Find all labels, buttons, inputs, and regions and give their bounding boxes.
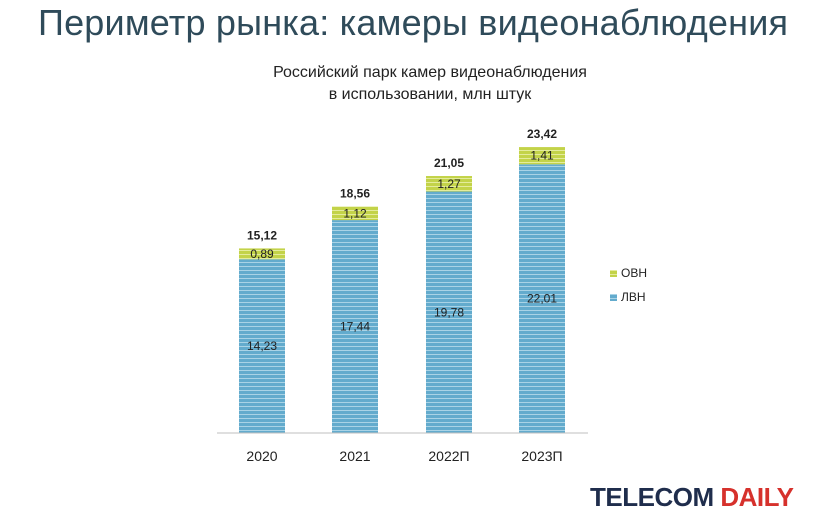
x-tick-label-2020: 2020 <box>246 448 277 464</box>
total-label-2021: 18,56 <box>340 186 370 200</box>
legend-label-ovn: ОВН <box>621 266 647 280</box>
x-tick-label-2021: 2021 <box>339 448 370 464</box>
bar-lvn-2020 <box>239 259 285 433</box>
chart-title-line-1: Российский парк камер видеонаблюдения <box>273 64 587 81</box>
chart-title: Российский парк камер видеонаблюдения в … <box>200 62 660 106</box>
x-tick-label-2023П: 2023П <box>521 448 562 464</box>
bar-ovn-2021 <box>332 206 378 221</box>
bar-ovn-2020 <box>239 248 285 260</box>
x-tick-label-2022П: 2022П <box>428 448 469 464</box>
legend-label-lvn: ЛВН <box>621 290 646 304</box>
page-title: Периметр рынка: камеры видеонаблюдения <box>38 2 789 43</box>
bar-lvn-2022П <box>426 191 472 433</box>
telecom-daily-logo: TELECOM DAILY <box>590 482 794 513</box>
data-label-lvn-2021: 17,44 <box>340 320 370 334</box>
bar-ovn-2023П <box>519 147 565 165</box>
data-label-lvn-2020: 14,23 <box>247 339 277 353</box>
data-label-lvn-2023П: 22,01 <box>527 292 557 306</box>
bar-lvn-2021 <box>332 220 378 433</box>
legend-swatch-ovn <box>610 270 617 277</box>
brand-part-telecom: TELECOM <box>590 482 714 512</box>
data-label-ovn-2020: 0,89 <box>250 247 274 261</box>
data-label-ovn-2021: 1,12 <box>343 206 367 220</box>
data-label-lvn-2022П: 19,78 <box>434 305 464 319</box>
chart-title-line-2: в использовании, млн штук <box>328 86 532 103</box>
data-label-ovn-2022П: 1,27 <box>437 177 461 191</box>
data-label-ovn-2023П: 1,41 <box>530 149 554 163</box>
total-label-2020: 15,12 <box>247 228 277 242</box>
total-label-2022П: 21,05 <box>434 156 464 170</box>
brand-part-daily: DAILY <box>720 482 794 512</box>
legend-swatch-lvn <box>610 294 617 301</box>
total-label-2023П: 23,42 <box>527 127 557 141</box>
bar-ovn-2022П <box>426 176 472 192</box>
bar-lvn-2023П <box>519 164 565 433</box>
